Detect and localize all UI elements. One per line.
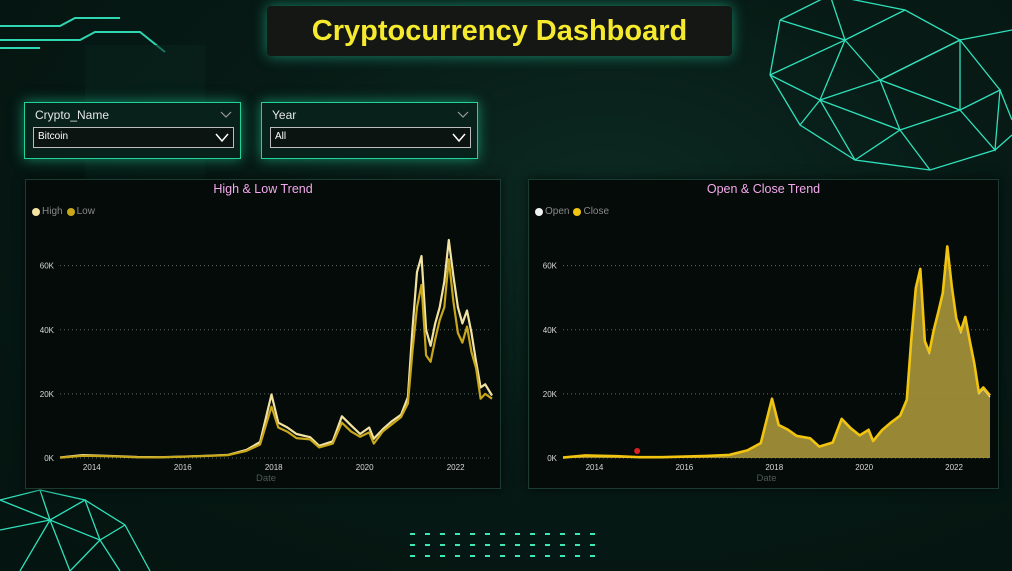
y-tick-label: 0K xyxy=(44,454,54,463)
x-tick-label: 2022 xyxy=(447,463,465,472)
legend-swatch-low xyxy=(66,207,75,216)
x-axis-title: Date xyxy=(756,473,776,484)
series-line-close[interactable] xyxy=(562,245,991,459)
legend-swatch-open xyxy=(535,207,543,216)
x-tick-label: 2018 xyxy=(265,463,283,472)
chart-legend[interactable]: Open Close xyxy=(535,206,613,217)
series-line-high[interactable] xyxy=(59,238,493,459)
legend-label-low: Low xyxy=(76,206,95,217)
series-line-low[interactable] xyxy=(59,258,493,459)
chevron-down-icon[interactable] xyxy=(457,109,469,119)
legend-label-open: Open xyxy=(545,206,570,217)
geodesic-sphere-bottom-decoration xyxy=(0,489,151,571)
x-tick-label: 2022 xyxy=(945,463,963,472)
y-tick-label: 60K xyxy=(543,262,558,271)
year-slicer[interactable]: Year All xyxy=(261,102,478,159)
dot-grid-decoration xyxy=(410,533,595,557)
annotation-marker xyxy=(634,447,641,454)
y-tick-label: 60K xyxy=(40,262,55,271)
geodesic-sphere-decoration xyxy=(769,0,1012,171)
x-tick-label: 2016 xyxy=(174,463,192,472)
open-close-trend-card[interactable]: 0K 20K 40K 60K 2014 2016 2018 2020 2022 Date Open… xyxy=(528,179,999,489)
legend-label-high: High xyxy=(42,206,63,217)
legend-label-close: Close xyxy=(583,206,610,217)
chart-title: Open & Close Trend xyxy=(706,182,821,196)
legend-item-low[interactable]: Low xyxy=(66,206,95,217)
legend-swatch-high xyxy=(32,207,40,216)
crypto-name-slicer-label: Crypto_Name xyxy=(35,108,110,122)
x-tick-label: 2020 xyxy=(855,463,873,472)
series-area-close[interactable] xyxy=(563,246,990,458)
dashboard-title-box: Cryptocurrency Dashboard xyxy=(267,6,732,56)
high-low-trend-card[interactable]: 0K 20K 40K 60K 2014 2016 2018 2020 2022 Date High… xyxy=(25,179,501,489)
dashboard-title: Cryptocurrency Dashboard xyxy=(311,14,688,47)
crypto-name-selected-value: Bitcoin xyxy=(38,131,69,142)
x-tick-label: 2016 xyxy=(675,463,693,472)
high-low-trend-chart[interactable]: 0K 20K 40K 60K 2014 2016 2018 2020 2022 Date xyxy=(26,180,500,488)
crypto-name-dropdown[interactable]: Bitcoin xyxy=(33,127,234,148)
circuit-lines-decoration xyxy=(0,17,166,53)
legend-swatch-close xyxy=(573,207,582,216)
y-tick-label: 40K xyxy=(543,326,558,335)
x-axis-title: Date xyxy=(256,473,276,484)
x-tick-label: 2018 xyxy=(765,463,783,472)
x-tick-label: 2020 xyxy=(356,463,374,472)
legend-item-close[interactable]: Close xyxy=(573,206,609,217)
y-tick-label: 0K xyxy=(547,454,557,463)
chart-title: High & Low Trend xyxy=(213,182,313,196)
x-tick-label: 2014 xyxy=(586,463,604,472)
chevron-down-icon[interactable] xyxy=(220,109,232,119)
year-slicer-label: Year xyxy=(272,108,297,122)
x-tick-label: 2014 xyxy=(83,463,101,472)
legend-item-open[interactable]: Open xyxy=(535,206,569,217)
open-close-trend-chart[interactable]: 0K 20K 40K 60K 2014 2016 2018 2020 2022 Date xyxy=(529,180,998,488)
legend-item-high[interactable]: High xyxy=(32,206,63,217)
year-selected-value: All xyxy=(275,131,287,142)
y-tick-label: 20K xyxy=(543,390,558,399)
crypto-name-slicer[interactable]: Crypto_Name Bitcoin xyxy=(24,102,241,159)
chart-legend[interactable]: High Low xyxy=(32,206,99,217)
year-dropdown[interactable]: All xyxy=(270,127,471,148)
y-tick-label: 40K xyxy=(40,326,55,335)
y-tick-label: 20K xyxy=(40,390,55,399)
chevron-down-icon[interactable] xyxy=(215,131,229,143)
chevron-down-icon[interactable] xyxy=(452,131,466,143)
